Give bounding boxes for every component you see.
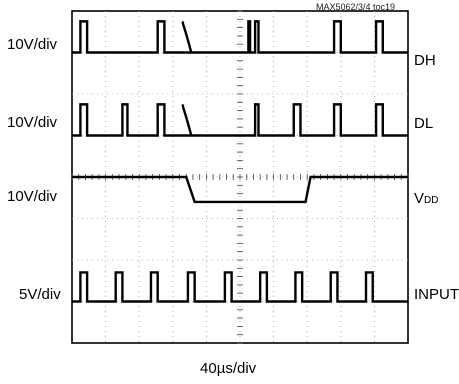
input-scale-label: 5V/div <box>19 286 61 303</box>
vdd-scale-label: 10V/div <box>7 188 58 205</box>
vdd-name-main: V <box>414 190 425 207</box>
vdd-trace <box>72 175 408 204</box>
waveform-traces <box>72 20 408 303</box>
dh-channel-name: DH <box>414 52 436 69</box>
dl-channel-name: DL <box>414 115 434 132</box>
dl-trace <box>72 103 408 137</box>
dh-decay-trace <box>181 21 193 53</box>
x-axis-unit: µs/div <box>216 360 257 377</box>
x-axis-label: 40µs/div <box>200 360 256 377</box>
vdd-channel-name: VDD <box>414 190 438 207</box>
input-channel-name: INPUT <box>414 286 459 303</box>
dh-trace <box>72 20 408 54</box>
input-trace <box>72 271 408 303</box>
vdd-name-subscript: DD <box>424 195 439 206</box>
dl-scale-label: 10V/div <box>7 114 58 131</box>
dl-decay-trace <box>181 104 193 136</box>
dh-scale-label: 10V/div <box>7 36 58 53</box>
figure-id: MAX5062/3/4 toc19 <box>316 2 396 12</box>
x-axis-value: 40 <box>200 360 217 377</box>
